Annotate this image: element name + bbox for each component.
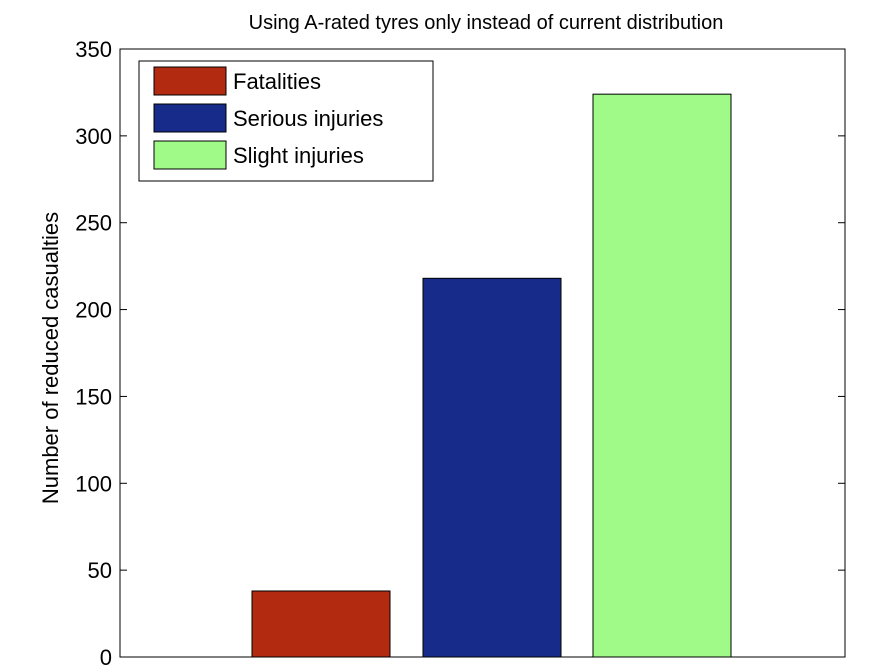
legend-swatch-serious-injuries — [153, 103, 227, 133]
axes-group: 0 50 100 150 200 250 300 350 — [75, 37, 846, 666]
legend-label: Fatalities — [233, 69, 321, 94]
y-tick-label: 150 — [75, 384, 112, 409]
legend: Fatalities Serious injuries Slight injurie… — [138, 60, 434, 182]
legend-swatch-fatalities — [153, 66, 227, 96]
bar-slight-injuries — [592, 93, 732, 658]
y-tick-label: 0 — [100, 645, 112, 666]
legend-label: Serious injuries — [233, 106, 383, 131]
y-tick-label: 100 — [75, 471, 112, 496]
y-tick-label: 350 — [75, 37, 112, 62]
y-tick-label: 50 — [88, 558, 112, 583]
legend-label: Slight injuries — [233, 143, 364, 168]
plot-area-frame — [119, 48, 846, 658]
bar-serious-injuries — [422, 277, 562, 658]
bar-fatalities — [251, 590, 391, 658]
bars-group — [251, 93, 732, 658]
y-axis-label: Number of reduced casualties — [38, 212, 63, 504]
legend-swatch-slight-injuries — [153, 140, 227, 170]
y-tick-label: 200 — [75, 298, 112, 323]
y-tick-label: 300 — [75, 124, 112, 149]
chart-title: Using A-rated tyres only instead of curr… — [249, 12, 724, 34]
y-tick-label: 250 — [75, 211, 112, 236]
